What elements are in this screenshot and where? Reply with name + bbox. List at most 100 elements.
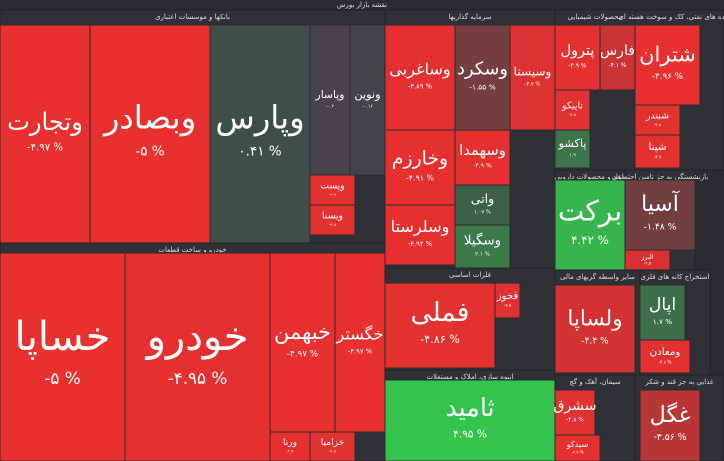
tile xyxy=(334,252,386,433)
tile xyxy=(554,129,591,169)
tile-name: آسیا xyxy=(641,190,680,217)
tile-change: -۴.۹ % xyxy=(473,163,492,170)
tile xyxy=(634,134,681,169)
tile-change: ۱.۷ % xyxy=(653,317,672,326)
tile-name: وسیستا xyxy=(514,65,552,80)
tile-change: -۴.۹۵ % xyxy=(168,368,228,388)
tile xyxy=(384,282,496,369)
group-name: محصولات شیمیایی xyxy=(568,13,623,21)
group-name: سایر واسطه گریهای مالی xyxy=(560,272,635,281)
tile-name: تاپیکو xyxy=(561,100,583,111)
tile-change: ۴.۴۲ % xyxy=(571,233,609,247)
tile-change: -۴.۸ % xyxy=(566,418,584,424)
tile-name: غگل xyxy=(650,402,691,428)
tile-name: ومعادن xyxy=(650,346,681,358)
tile xyxy=(509,24,556,131)
tile-name: وسکرد xyxy=(457,60,508,80)
tile xyxy=(554,179,626,271)
tile-change: -۴.۸ % xyxy=(658,360,671,366)
tile xyxy=(309,431,356,461)
tile-name: وپارس xyxy=(215,98,304,136)
tile xyxy=(554,434,601,461)
tile-change: ۴.۹۵ % xyxy=(453,427,487,440)
tile-name: پترول xyxy=(561,43,595,59)
tile-name: شتران xyxy=(639,43,696,67)
tile-name: وپاسار xyxy=(315,88,345,101)
tile-change: -۰.۱۶ xyxy=(362,105,373,110)
tile-change: -۴.۷ xyxy=(504,303,512,308)
tile xyxy=(89,24,211,244)
tile-name: فخوز xyxy=(496,291,519,302)
tile-change: -۴.۵ xyxy=(644,260,651,265)
tile xyxy=(384,204,456,266)
tile-name: ورنا xyxy=(283,438,297,448)
tile xyxy=(269,431,311,461)
tile-change: -۴.۹۷ % xyxy=(348,347,373,355)
tile xyxy=(639,389,701,461)
tile-change: -۴.۴ % xyxy=(581,336,609,346)
tile xyxy=(209,24,311,244)
tile-change: -۴.۹ % xyxy=(571,449,583,454)
tile-change: -۴.۸ xyxy=(329,448,337,453)
tile-name: شبندر xyxy=(645,110,669,121)
tile-name: اپال xyxy=(649,295,676,315)
tile-name: خگستر xyxy=(336,325,384,345)
tile-change: -۴.۷ % xyxy=(525,82,541,88)
tile-change: -۴.۸۶ % xyxy=(420,333,460,346)
tile xyxy=(624,179,696,251)
tile xyxy=(309,174,356,206)
tile xyxy=(554,89,591,131)
group-name: خودرو و ساخت قطعات xyxy=(158,246,226,254)
group-name: غذایی به جز قند و شکر xyxy=(644,378,714,386)
tile xyxy=(554,24,601,91)
tile-name: سشرق xyxy=(554,398,597,414)
tile-change: -۴.۹ % xyxy=(568,62,587,69)
tile-name: برکت xyxy=(558,194,622,227)
tile-change: -۴.۱ % xyxy=(609,63,627,69)
group-name: فلزات اساسی xyxy=(449,271,491,279)
tile-name: واتی xyxy=(471,191,494,207)
tile xyxy=(639,339,691,374)
tile xyxy=(634,104,681,136)
tile-change: -۴.۹۷ % xyxy=(27,142,63,153)
tile-change: -۴.۹۲ % xyxy=(408,240,433,248)
tile-change: ۱.۰۷ % xyxy=(474,209,491,215)
tile-name: وساغربی xyxy=(389,60,450,80)
tile xyxy=(309,204,356,236)
tile xyxy=(494,282,521,319)
tile xyxy=(554,389,596,436)
tile-name: وسگیلا xyxy=(464,231,501,248)
tile-change: ۱.۹ xyxy=(569,154,576,159)
tile-change: -۰.۲ xyxy=(326,104,334,109)
group-name: استخراج کانه های فلزی xyxy=(641,273,710,281)
tile xyxy=(124,252,271,461)
tile-change: -۳.۵۶ % xyxy=(653,432,686,443)
group-name: فرآورده های نفتی، کک و سوخت هسته ای xyxy=(618,12,724,21)
chart-title: نقشه بازار بورس xyxy=(337,1,387,9)
tile-change: ۰.۴۱ % xyxy=(238,144,281,160)
tile-name: وسهمدا xyxy=(459,142,506,159)
tile-name: وسلرستا xyxy=(391,217,450,237)
tile xyxy=(384,379,556,461)
tile-name: ولساپا xyxy=(567,306,622,331)
tile-change: -۴.۹ xyxy=(329,192,336,197)
tile xyxy=(454,129,511,186)
tile-name: فملی xyxy=(411,297,470,328)
tile-change: -۱.۴۸ % xyxy=(644,222,677,233)
tile xyxy=(384,129,456,206)
tile-name: وخارزم xyxy=(392,149,448,170)
tile-name: وبصادر xyxy=(102,98,196,136)
tile xyxy=(634,24,701,106)
tile-name: وتجارت xyxy=(7,108,83,136)
tile-change: -۵ % xyxy=(135,144,164,160)
tile-change: -۴.۸۹ % xyxy=(408,82,433,90)
tile-change: ۲.۱ % xyxy=(475,251,491,257)
tile-name: خساپا xyxy=(15,314,111,360)
group-name: سرمایه گذاریها xyxy=(448,12,491,21)
tile xyxy=(554,284,636,374)
tile-change: -۱.۵۵ % xyxy=(469,82,495,91)
tile-name: سیدکو xyxy=(566,439,589,449)
group-name: سیمان، آهک و گچ xyxy=(569,377,621,386)
tile xyxy=(599,24,636,91)
tile-name: خودرو xyxy=(145,314,249,360)
